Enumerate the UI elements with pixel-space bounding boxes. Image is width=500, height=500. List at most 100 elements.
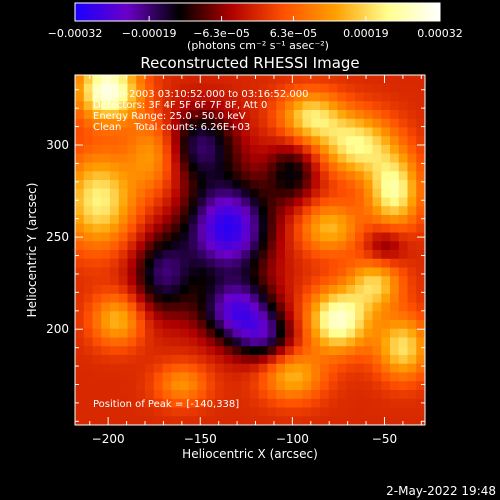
heatmap-cell bbox=[197, 398, 207, 408]
heatmap-cell bbox=[267, 355, 277, 365]
heatmap-cell bbox=[258, 215, 268, 225]
heatmap-cell bbox=[232, 293, 242, 303]
heatmap-cell bbox=[162, 162, 172, 172]
heatmap-cell bbox=[320, 390, 330, 400]
heatmap-cell bbox=[241, 407, 251, 417]
heatmap-cell bbox=[145, 92, 155, 102]
heatmap-cell bbox=[302, 215, 312, 225]
heatmap-cell bbox=[110, 127, 120, 137]
heatmap-cell bbox=[416, 206, 426, 216]
heatmap-cell bbox=[398, 293, 408, 303]
heatmap-cell bbox=[232, 407, 242, 417]
heatmap-cell bbox=[390, 293, 400, 303]
heatmap-cell bbox=[372, 398, 382, 408]
heatmap-cell bbox=[197, 118, 207, 128]
heatmap-cell bbox=[215, 267, 225, 277]
heatmap-cell bbox=[241, 162, 251, 172]
heatmap-cell bbox=[206, 127, 216, 137]
heatmap-cell bbox=[75, 398, 85, 408]
heatmap-cell bbox=[416, 398, 426, 408]
heatmap-cell bbox=[188, 180, 198, 190]
heatmap-cell bbox=[416, 355, 426, 365]
heatmap-cell bbox=[206, 162, 216, 172]
heatmap-cell bbox=[258, 416, 268, 426]
heatmap-cell bbox=[188, 328, 198, 338]
heatmap-cell bbox=[75, 250, 85, 260]
heatmap-cell bbox=[136, 398, 146, 408]
heatmap-cell bbox=[215, 197, 225, 207]
heatmap-cell bbox=[206, 311, 216, 321]
heatmap-cell bbox=[153, 363, 163, 373]
heatmap-cell bbox=[171, 337, 181, 347]
heatmap-cell bbox=[75, 407, 85, 417]
heatmap-cell bbox=[337, 127, 347, 137]
heatmap-cell bbox=[197, 267, 207, 277]
heatmap-cell bbox=[153, 407, 163, 417]
heatmap-cell bbox=[381, 162, 391, 172]
heatmap-cell bbox=[337, 241, 347, 251]
heatmap-cell bbox=[241, 145, 251, 155]
heatmap-cell bbox=[223, 110, 233, 120]
heatmap-cell bbox=[215, 346, 225, 356]
heatmap-cell bbox=[407, 337, 417, 347]
heatmap-cell bbox=[118, 110, 128, 120]
heatmap-cell bbox=[136, 92, 146, 102]
heatmap-cell bbox=[390, 136, 400, 146]
heatmap-cell bbox=[110, 293, 120, 303]
heatmap-cell bbox=[311, 188, 321, 198]
heatmap-cell bbox=[232, 75, 242, 85]
heatmap-cell bbox=[381, 337, 391, 347]
heatmap-cell bbox=[171, 346, 181, 356]
heatmap-cell bbox=[311, 118, 321, 128]
heatmap-cell bbox=[302, 250, 312, 260]
heatmap-cell bbox=[206, 75, 216, 85]
heatmap-cell bbox=[311, 276, 321, 286]
heatmap-cell bbox=[293, 223, 303, 233]
heatmap-cell bbox=[390, 206, 400, 216]
heatmap-cell bbox=[285, 320, 295, 330]
heatmap-cell bbox=[127, 311, 137, 321]
heatmap-cell bbox=[153, 267, 163, 277]
heatmap-cell bbox=[258, 337, 268, 347]
heatmap-cell bbox=[127, 372, 137, 382]
heatmap-cell bbox=[293, 390, 303, 400]
heatmap-cell bbox=[136, 381, 146, 391]
heatmap-cell bbox=[162, 83, 172, 93]
heatmap-cell bbox=[197, 145, 207, 155]
heatmap-cell bbox=[372, 328, 382, 338]
heatmap-cell bbox=[118, 407, 128, 417]
heatmap-cell bbox=[171, 311, 181, 321]
heatmap-cell bbox=[293, 206, 303, 216]
heatmap-cell bbox=[381, 398, 391, 408]
heatmap-cell bbox=[153, 101, 163, 111]
heatmap-cell bbox=[171, 153, 181, 163]
heatmap-cell bbox=[180, 118, 190, 128]
heatmap-cell bbox=[83, 355, 93, 365]
heatmap-cell bbox=[197, 285, 207, 295]
x-axis-label: Heliocentric X (arcsec) bbox=[182, 447, 318, 461]
heatmap-cell bbox=[206, 381, 216, 391]
heatmap-cell bbox=[258, 390, 268, 400]
heatmap-cell bbox=[250, 311, 260, 321]
heatmap-cell bbox=[153, 346, 163, 356]
heatmap-cell bbox=[171, 118, 181, 128]
heatmap-cell bbox=[267, 407, 277, 417]
heatmap-cell bbox=[223, 127, 233, 137]
heatmap-cell bbox=[346, 145, 356, 155]
heatmap-cell bbox=[83, 136, 93, 146]
heatmap-cell bbox=[328, 171, 338, 181]
heatmap-cell bbox=[390, 390, 400, 400]
heatmap-cell bbox=[258, 206, 268, 216]
heatmap-cell bbox=[250, 346, 260, 356]
heatmap-cell bbox=[398, 127, 408, 137]
heatmap-cell bbox=[276, 232, 286, 242]
heatmap-cell bbox=[136, 241, 146, 251]
colorbar-tick-label: −6.3e−05 bbox=[193, 27, 250, 40]
heatmap-cell bbox=[250, 162, 260, 172]
heatmap-cell bbox=[363, 328, 373, 338]
heatmap-cell bbox=[92, 363, 102, 373]
heatmap-cell bbox=[136, 188, 146, 198]
heatmap-cell bbox=[407, 145, 417, 155]
heatmap-cell bbox=[258, 180, 268, 190]
heatmap-cell bbox=[363, 180, 373, 190]
